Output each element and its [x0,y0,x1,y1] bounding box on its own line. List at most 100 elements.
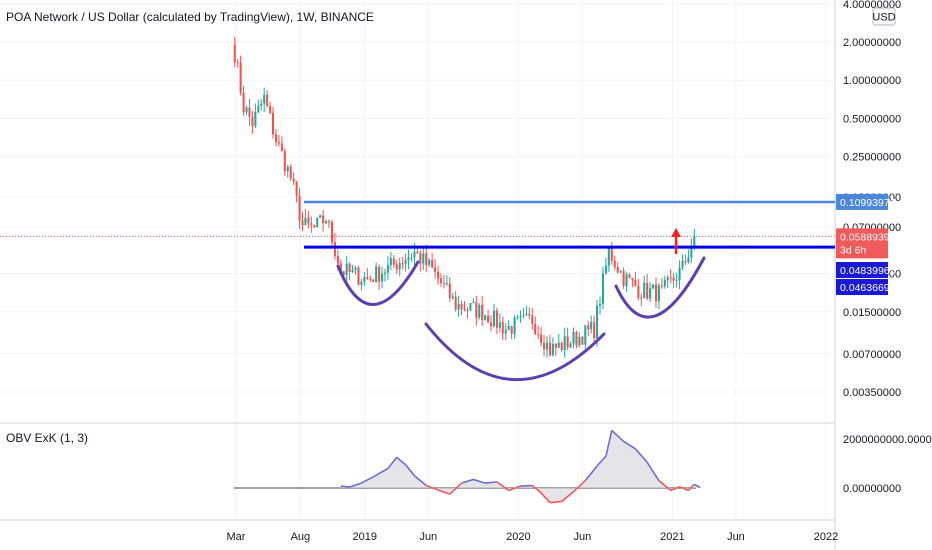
tag-resistance: 0.10993974 [840,197,896,209]
candle-body [295,181,298,196]
candle-body [342,271,345,275]
time-tick-label: Aug [291,531,311,543]
price-tick-label: 2.00000000 [843,37,901,49]
candle-body [395,264,398,270]
obv-segment [584,465,598,482]
candle-body [348,263,351,273]
candle-body [640,297,643,299]
candle-body [484,315,487,320]
candle-body [239,62,242,93]
candle-body [266,94,269,107]
tag-support-2: 0.04636696 [840,282,896,294]
candle-body [487,315,490,323]
tag-resistance-bg [836,193,888,210]
obv-tick-label: 0.00000000 [843,483,901,495]
candle-body [693,236,696,247]
candle-body [351,269,354,273]
obv-segment [531,484,542,494]
candle-body [528,313,531,316]
candle-body [540,334,543,343]
candle-body [675,280,678,282]
candle-body [628,274,631,278]
candle-body [507,326,510,330]
candle-body [354,267,357,270]
candle-body [369,279,372,281]
candle-body [469,303,472,311]
obv-segment [572,480,586,493]
candle-body [649,288,652,299]
obv-segment [496,481,510,492]
candle-body [304,217,307,226]
candle-body [357,267,360,285]
candle-body [360,281,363,285]
time-tick-label: 2022 [814,531,838,543]
candle-body [643,282,646,299]
currency-button-label: USD [872,12,895,24]
candle-body [392,258,395,265]
candle-body [236,62,239,64]
obv-segment [508,485,521,492]
candle-body [345,263,348,275]
candles [233,36,696,358]
obv-segment [340,485,350,488]
candle-body [604,265,607,274]
candle-body [292,178,295,182]
obv-segment [646,461,660,482]
right-shoulder-arc [614,256,706,319]
candle-body [319,215,322,218]
candle-body [545,342,549,350]
candle-body [495,310,498,328]
candle-body [498,322,501,328]
candle-body [610,247,613,261]
price-tick-label: 0.00350000 [843,387,901,399]
candle-body [233,44,236,63]
candle-body [242,92,245,113]
candle-body [652,284,655,289]
candle-body [286,166,289,172]
candle-body [419,253,422,264]
candle-body [407,257,410,261]
candle-body [375,266,378,283]
price-tick-label: 0.50000000 [843,113,901,125]
candle-body [607,247,610,266]
obv-segment [605,430,613,457]
candle-body [548,342,551,356]
obv-segment [485,481,497,484]
breakout-arrow-head [671,228,681,237]
candle-body [537,334,540,336]
candle-body [622,270,625,286]
candle-body [330,221,333,243]
candle-body [431,260,434,268]
obv-tick-label: 2000000000.00000000 [843,434,932,446]
left-shoulder-arc [336,260,420,306]
obv-segment [679,486,689,492]
candle-body [492,310,495,327]
candle-body [386,265,389,273]
candle-body [389,258,392,266]
head-arc [424,322,606,381]
currency-button[interactable]: USD [872,7,896,26]
obv-segment [425,484,439,491]
candle-body [339,263,342,272]
obv-segment [687,483,695,492]
candle-body [366,277,369,280]
candle-body [472,302,475,304]
candle-body [504,329,507,334]
candle-body [510,326,513,334]
candle-body [425,253,428,265]
candle-body [466,310,469,312]
candle-body [301,220,304,226]
candle-body [325,221,328,224]
obv-axis: 2000000000.00000000 0.00000000 [843,434,932,495]
candle-body [416,251,419,254]
candle-body [534,323,537,335]
candle-body [260,103,263,106]
candle-body [687,257,690,263]
candle-body [269,106,272,113]
candle-body [531,315,534,324]
candle-body [634,279,637,287]
candle-body [646,282,649,299]
obv-segment [404,464,416,477]
